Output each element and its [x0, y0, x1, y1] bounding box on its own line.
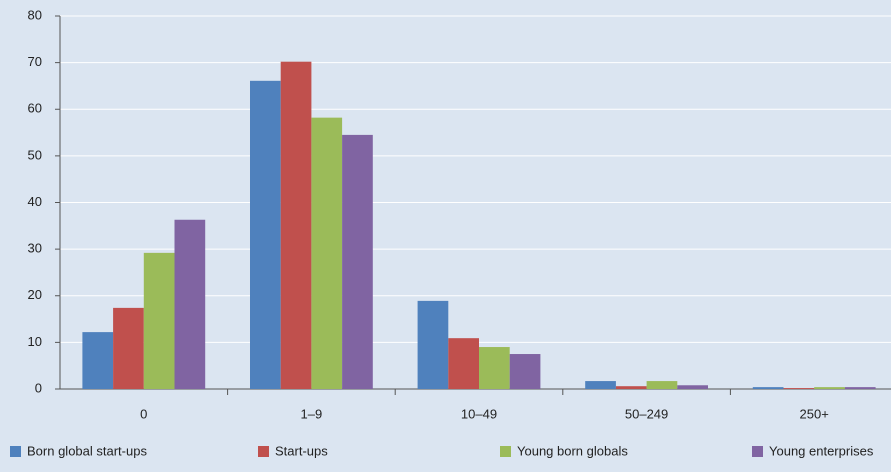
bar	[174, 219, 206, 389]
x-tick-label: 50–249	[625, 406, 668, 421]
bar	[143, 252, 175, 389]
legend-label: Born global start-ups	[27, 443, 147, 458]
y-tick-label: 50	[28, 147, 42, 162]
bar	[417, 300, 449, 389]
y-tick-label: 0	[35, 380, 42, 395]
bar	[342, 134, 373, 389]
legend-swatch	[500, 446, 511, 457]
legend-label: Young born globals	[517, 443, 628, 458]
x-tick-label: 0	[140, 406, 147, 421]
legend-label: Young enterprises	[769, 443, 874, 458]
legend-swatch	[752, 446, 763, 457]
y-tick-label: 10	[28, 334, 42, 349]
x-tick-label: 10–49	[461, 406, 497, 421]
bar	[677, 385, 708, 389]
y-tick-label: 30	[28, 241, 42, 256]
bar	[448, 338, 479, 389]
bar	[752, 387, 784, 389]
bar	[479, 347, 510, 389]
x-tick-label: 250+	[800, 406, 829, 421]
y-tick-label: 20	[28, 287, 42, 302]
y-tick-label: 60	[28, 101, 42, 116]
bar	[311, 117, 343, 389]
y-tick-label: 80	[28, 7, 42, 22]
y-tick-label: 70	[28, 54, 42, 69]
bar	[615, 386, 647, 389]
x-tick-label: 1–9	[301, 406, 323, 421]
bar	[814, 387, 845, 389]
bar	[280, 61, 312, 389]
legend-swatch	[258, 446, 269, 457]
bar	[844, 387, 876, 389]
bar	[113, 307, 144, 389]
bar	[646, 381, 678, 389]
bar	[509, 354, 541, 389]
bar	[82, 332, 114, 389]
legend-label: Start-ups	[275, 443, 328, 458]
bar	[250, 80, 281, 389]
bar	[585, 381, 616, 389]
y-tick-label: 40	[28, 194, 42, 209]
bar	[783, 388, 815, 389]
legend-swatch	[10, 446, 21, 457]
